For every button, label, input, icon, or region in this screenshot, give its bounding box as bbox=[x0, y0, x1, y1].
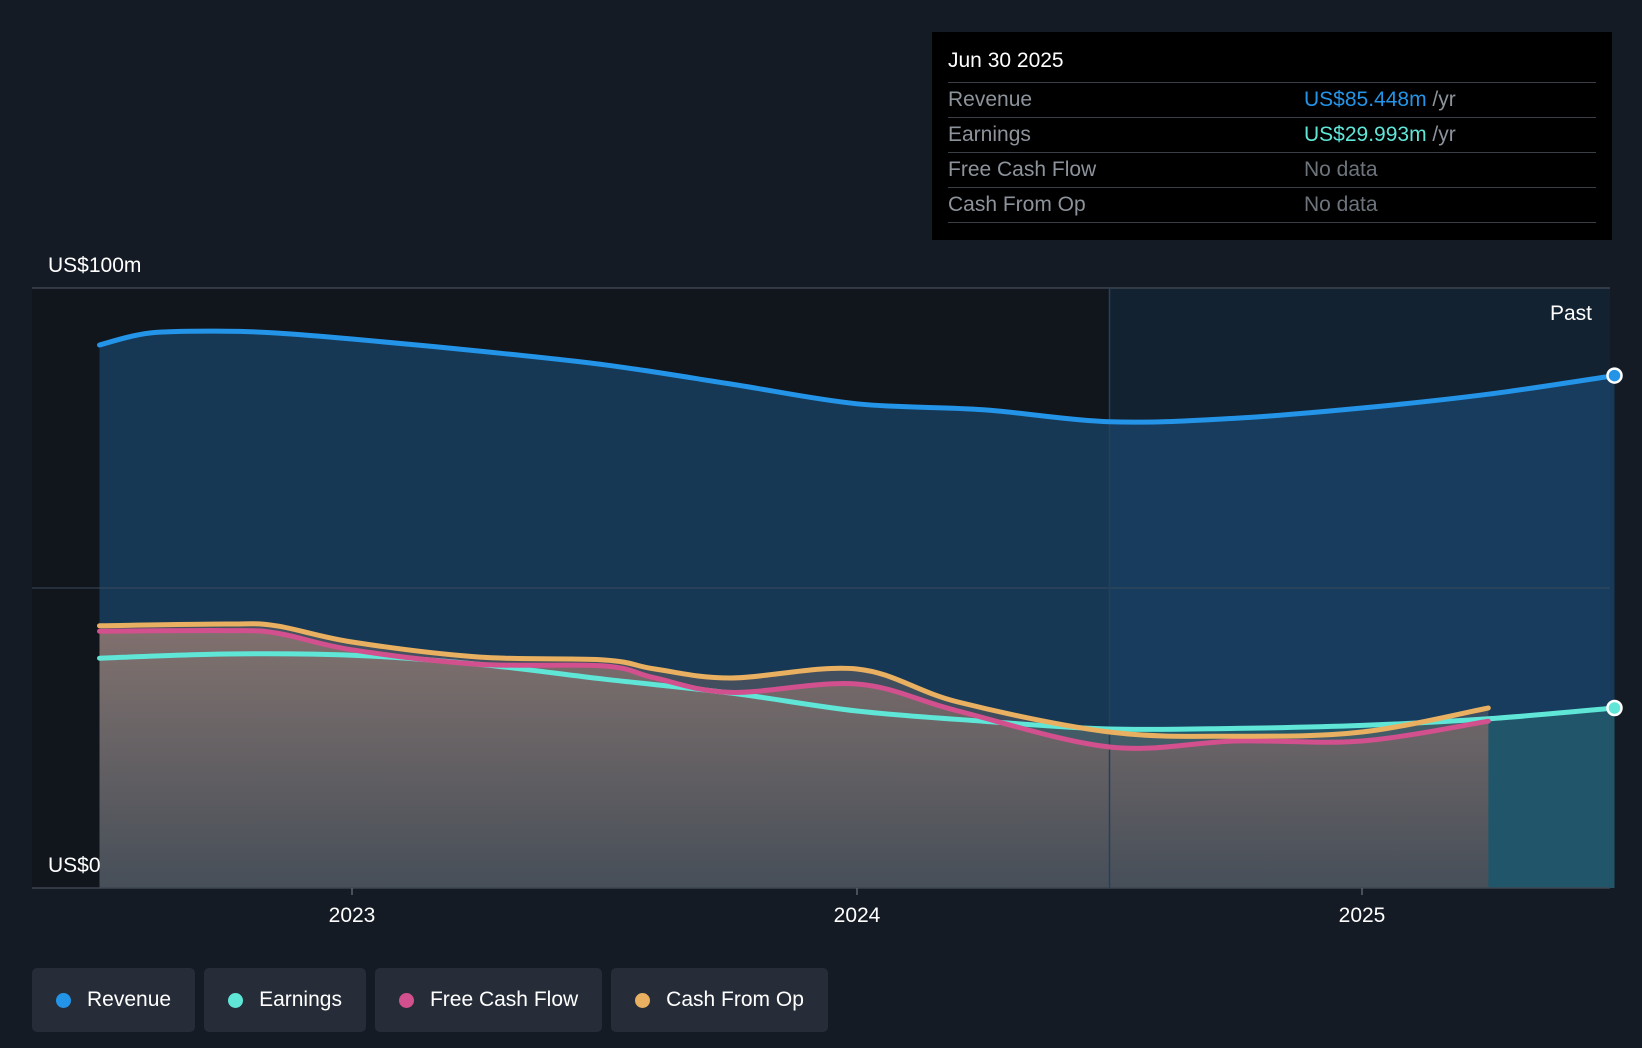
area-layer bbox=[99, 331, 1615, 889]
tooltip-row-revenue: Revenue US$85.448m /yr bbox=[948, 83, 1596, 118]
tooltip-date: Jun 30 2025 bbox=[948, 46, 1596, 83]
tooltip-value: US$29.993m /yr bbox=[1304, 118, 1456, 152]
tooltip-row-cfo: Cash From Op No data bbox=[948, 188, 1596, 223]
y-tick-label-top: US$100m bbox=[48, 254, 141, 277]
legend-label: Free Cash Flow bbox=[429, 988, 579, 1011]
y-tick-label-zero: US$0 bbox=[48, 854, 101, 877]
label-layer: US$100m US$0 2023 2024 2025 Past bbox=[48, 254, 1592, 927]
tooltip-unit: /yr bbox=[1432, 88, 1456, 111]
tooltip-earnings-value: US$29.993m bbox=[1304, 123, 1427, 146]
tooltip-label: Cash From Op bbox=[948, 193, 1086, 216]
tooltip-row-earnings: Earnings US$29.993m /yr bbox=[948, 118, 1596, 153]
legend-item-cash-from-op[interactable]: Cash From Op bbox=[611, 968, 828, 1032]
cash-from-op-dot-icon bbox=[635, 992, 651, 1008]
legend-item-free-cash-flow[interactable]: Free Cash Flow bbox=[374, 968, 603, 1032]
legend-label: Cash From Op bbox=[666, 988, 804, 1011]
revenue-end-point bbox=[1606, 367, 1623, 384]
tooltip-label: Revenue bbox=[948, 88, 1033, 111]
line-layer bbox=[97, 328, 1623, 751]
x-tick-label: 2025 bbox=[1339, 904, 1386, 927]
free-cash-flow-dot-icon bbox=[398, 992, 414, 1008]
free-cash-flow-area bbox=[99, 630, 1489, 888]
past-label: Past bbox=[1550, 302, 1592, 325]
tooltip-value: No data bbox=[1304, 158, 1378, 181]
tooltip-revenue-value: US$85.448m bbox=[1304, 88, 1427, 111]
earnings-end-point bbox=[1606, 699, 1623, 717]
tooltip-label: Free Cash Flow bbox=[948, 158, 1097, 181]
tooltip-unit: /yr bbox=[1432, 123, 1456, 146]
earnings-line bbox=[97, 651, 1617, 733]
tooltip-row-fcf: Free Cash Flow No data bbox=[948, 153, 1596, 188]
cash-from-op-line bbox=[97, 621, 1491, 739]
x-tick-label: 2024 bbox=[834, 904, 881, 927]
legend: Revenue Earnings Free Cash Flow Cash Fro… bbox=[32, 968, 828, 1032]
revenue-dot-icon bbox=[56, 992, 71, 1008]
earnings-dot-icon bbox=[228, 992, 244, 1008]
legend-item-revenue[interactable]: Revenue bbox=[32, 968, 196, 1032]
tooltip-label: Earnings bbox=[948, 123, 1031, 146]
tooltip-value: No data bbox=[1304, 193, 1378, 216]
grid-layer bbox=[32, 287, 1610, 895]
revenue-line bbox=[97, 328, 1617, 425]
legend-label: Revenue bbox=[87, 988, 172, 1011]
legend-label: Earnings bbox=[259, 988, 342, 1011]
free-cash-flow-line bbox=[97, 628, 1491, 751]
legend-item-earnings[interactable]: Earnings bbox=[204, 968, 366, 1032]
tooltip-panel: Jun 30 2025 Revenue US$85.448m /yr Earni… bbox=[932, 32, 1612, 240]
x-tick-label: 2023 bbox=[329, 904, 376, 927]
tooltip-value: US$85.448m /yr bbox=[1304, 83, 1456, 117]
